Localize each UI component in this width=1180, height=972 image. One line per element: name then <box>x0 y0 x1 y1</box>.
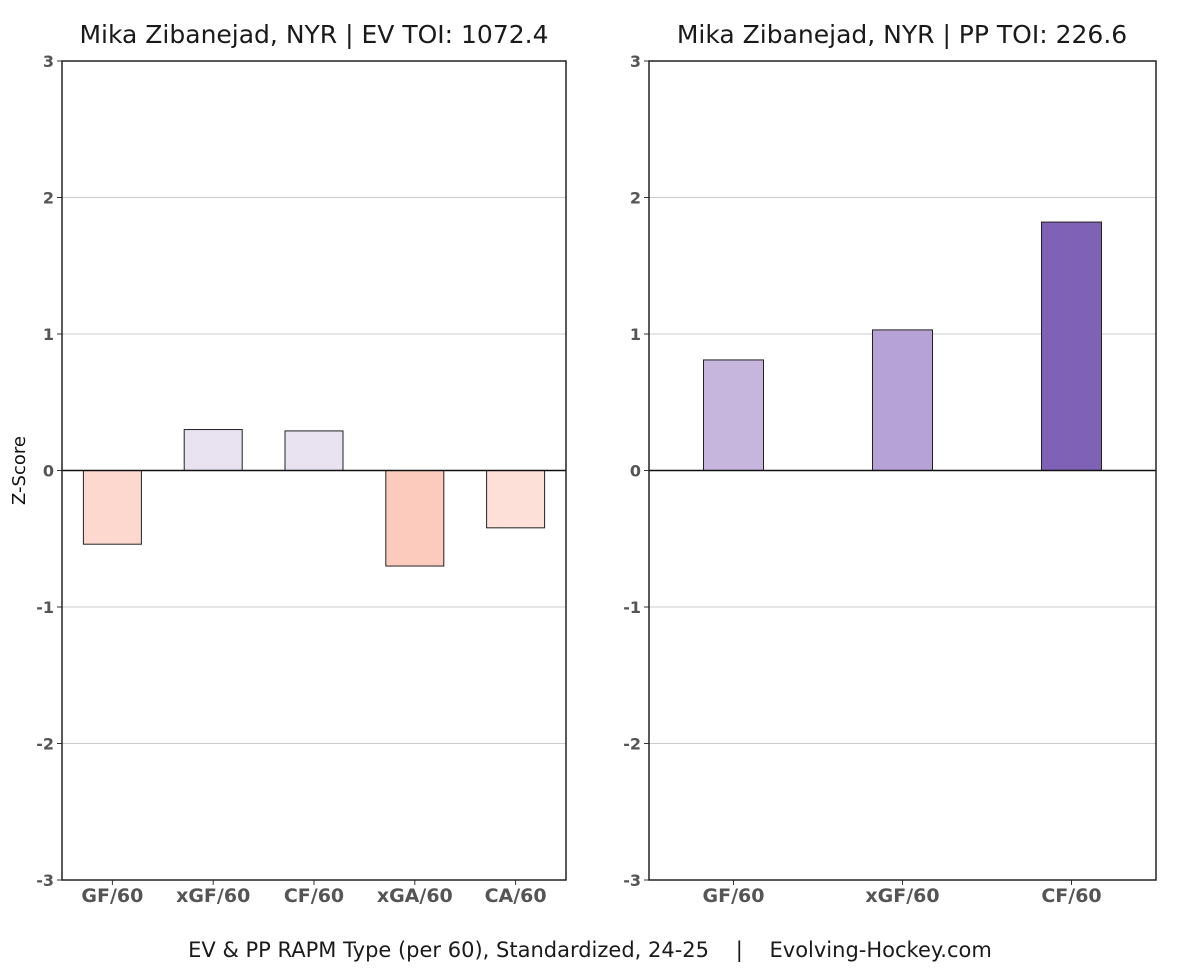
y-tick-label: -1 <box>36 598 54 617</box>
y-tick-label: 2 <box>630 189 641 208</box>
bar-xga-per-60 <box>385 470 445 567</box>
bar-xgf-per-60 <box>183 429 243 471</box>
x-tick-label: xGF/60 <box>176 885 250 907</box>
y-axis-label: Z-Score <box>9 436 30 505</box>
bar-gf-per-60 <box>703 359 764 471</box>
x-tick-label: GF/60 <box>81 885 143 907</box>
bar-gf-per-60 <box>82 470 142 545</box>
y-tick-label: 3 <box>630 52 641 71</box>
y-tick-label: 2 <box>43 189 54 208</box>
bar-ca-per-60 <box>486 470 546 529</box>
ev-rapm-panel: Mika Zibanejad, NYR | EV TOI: 1072.4 -3 -2… <box>9 20 567 907</box>
plot-frame <box>648 60 1157 881</box>
x-tick-label: xGA/60 <box>377 885 453 907</box>
x-tick-label: xGF/60 <box>865 885 939 907</box>
chart-title: Mika Zibanejad, NYR | EV TOI: 1072.4 <box>79 20 548 49</box>
x-tick-label: CA/60 <box>485 885 547 907</box>
plot-frame <box>61 60 567 881</box>
y-tick-label: 1 <box>630 325 641 344</box>
x-tick-label: GF/60 <box>703 885 765 907</box>
bar-cf-per-60 <box>1041 221 1102 471</box>
bar-cf-per-60 <box>284 430 344 472</box>
chart-title: Mika Zibanejad, NYR | PP TOI: 226.6 <box>677 20 1127 49</box>
y-tick-label: 3 <box>43 52 54 71</box>
y-tick-label: -1 <box>623 598 641 617</box>
y-tick-label: 1 <box>43 325 54 344</box>
y-tick-label: -2 <box>36 735 54 754</box>
y-tick-label: -2 <box>623 735 641 754</box>
y-tick-label: 0 <box>630 462 641 481</box>
y-tick-label: -3 <box>623 871 641 890</box>
pp-rapm-panel: Mika Zibanejad, NYR | PP TOI: 226.6 -3 -2 -… <box>623 20 1157 907</box>
x-tick-label: CF/60 <box>284 885 344 907</box>
y-tick-label: -3 <box>36 871 54 890</box>
y-tick-label: 0 <box>43 462 54 481</box>
figure-caption: EV & PP RAPM Type (per 60), Standardized… <box>188 938 992 963</box>
bar-xgf-per-60 <box>872 329 933 471</box>
x-tick-label: CF/60 <box>1041 885 1101 907</box>
